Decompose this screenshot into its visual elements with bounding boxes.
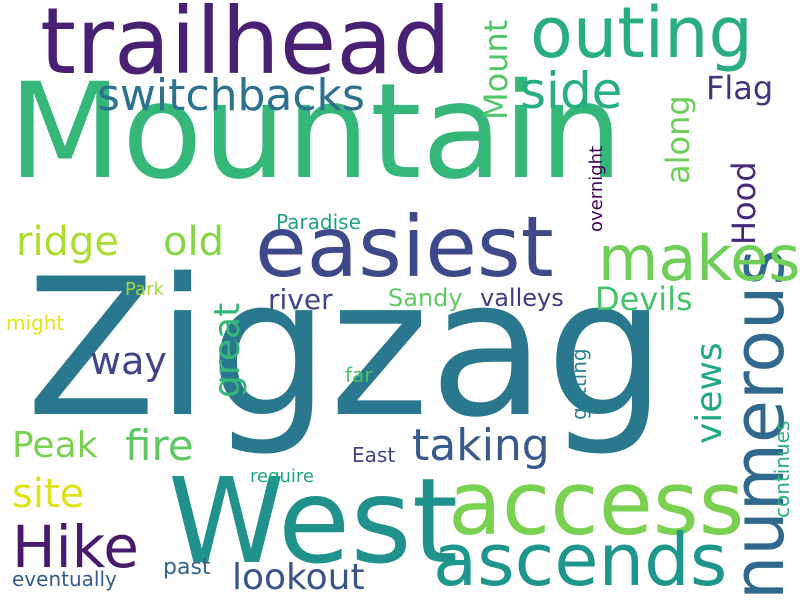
word-mountain: Mountain [8,55,623,209]
word-overnight: overnight [586,145,607,232]
word-far: far [345,363,373,387]
word-require: require [250,466,314,487]
word-paradise: Paradise [276,210,361,234]
word-valleys: valleys [480,284,564,312]
word-site: site [12,471,85,517]
word-mount: Mount [477,19,515,120]
word-past: past [163,555,211,580]
word-easiest: easiest [255,198,554,296]
word-trailhead: trailhead [40,0,452,95]
word-ridge: ridge [16,219,119,265]
word-along: along [659,95,697,184]
word-switchbacks: switchbacks [97,70,365,121]
word-lookout: lookout [232,557,365,598]
word-views: views [689,342,730,444]
word-hike: Hike [12,513,139,581]
word-makes: makes [598,222,800,295]
word-continues: continues [770,420,794,518]
word-peak: Peak [12,425,98,466]
word-might: might [6,311,65,335]
word-west: West [168,452,459,590]
word-access: access [448,452,745,555]
word-fire: fire [125,421,194,470]
word-way: way [90,339,167,383]
word-outing: outing [530,0,753,74]
word-sandy: Sandy [388,284,463,312]
word-great: great [207,302,248,398]
word-getting: getting [567,348,591,420]
word-old: old [163,219,224,265]
word-east: East [352,443,396,467]
word-taking: taking [412,420,550,471]
word-side: side [520,62,623,120]
word-park: Park [125,279,164,300]
word-zigzag: Zigzag [26,238,667,459]
word-devils: Devils [595,280,693,318]
word-eventually: eventually [12,567,117,591]
word-river: river [268,283,333,316]
word-hood: Hood [725,161,763,245]
word-ascends: ascends [433,518,728,600]
word-flag: Flag [706,69,774,107]
